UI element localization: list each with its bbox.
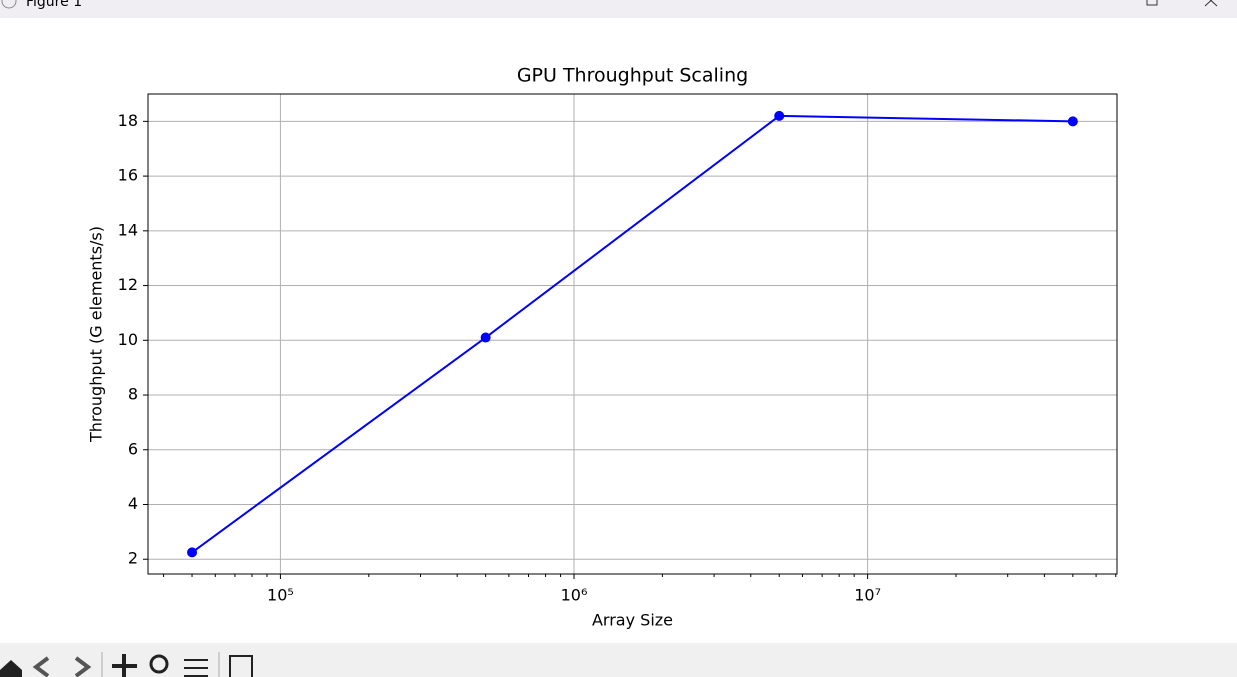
- home-button[interactable]: [0, 660, 22, 677]
- x-tick-label: 10⁷: [854, 586, 881, 605]
- x-tick-label: 10⁵: [267, 586, 294, 605]
- data-line: [191, 114, 1073, 554]
- title-bar: [0, 0, 1237, 18]
- y-tick-label: 12: [118, 275, 138, 294]
- x-tick-label: 10⁶: [561, 586, 588, 605]
- configure-button[interactable]: [184, 659, 208, 677]
- y-tick-label: 10: [118, 330, 138, 349]
- data-point: [480, 332, 491, 343]
- save-button[interactable]: [229, 655, 253, 677]
- maximize-button[interactable]: [1146, 0, 1158, 6]
- x-axis-label: Array Size: [592, 611, 673, 630]
- data-point: [187, 547, 198, 558]
- y-tick-label: 14: [118, 220, 138, 239]
- plot: GPU Throughput Scaling Array Size Throughp…: [87, 65, 1118, 630]
- back-button[interactable]: [32, 656, 50, 677]
- y-tick-label: 2: [128, 549, 138, 568]
- y-tick-label: 4: [128, 494, 138, 513]
- forward-button[interactable]: [74, 656, 92, 677]
- close-button[interactable]: [1204, 0, 1218, 7]
- y-tick-label: 18: [118, 111, 138, 130]
- zoom-button[interactable]: [149, 654, 169, 674]
- data-point: [774, 110, 785, 121]
- window-title: Figure 1: [26, 0, 82, 10]
- y-tick-label: 16: [118, 166, 138, 185]
- app-icon: [1, 0, 17, 9]
- chart-title: GPU Throughput Scaling: [517, 65, 748, 87]
- y-tick-label: 8: [128, 385, 138, 404]
- y-axis-label: Throughput (G elements/s): [87, 226, 106, 443]
- y-tick-label: 6: [128, 439, 138, 458]
- pan-button[interactable]: [112, 654, 137, 677]
- plot-frame: [147, 93, 1118, 575]
- data-point: [1067, 116, 1078, 127]
